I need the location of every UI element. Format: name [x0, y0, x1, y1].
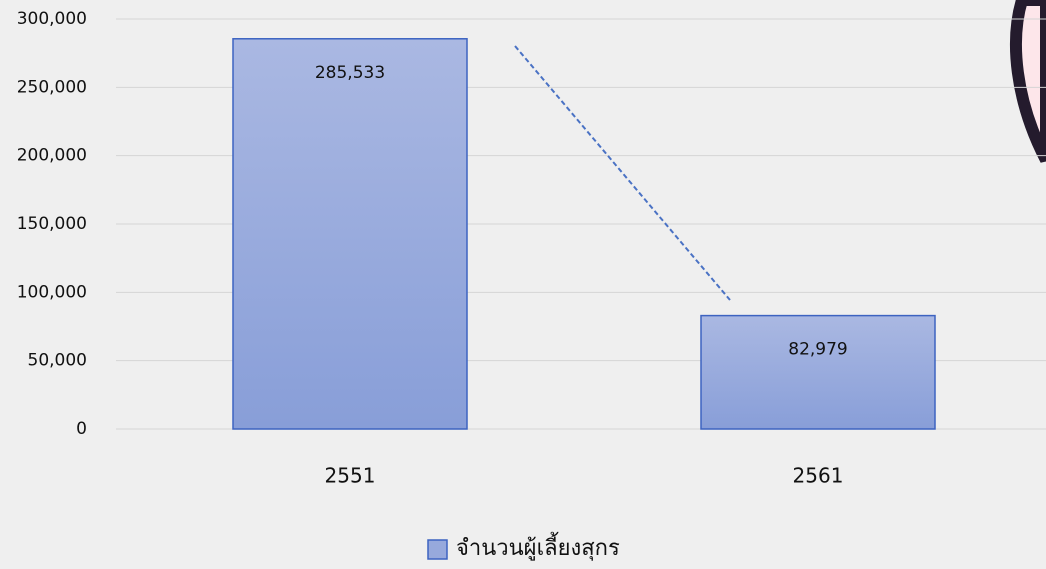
legend-swatch: [427, 539, 448, 560]
y-tick-label: 250,000: [17, 77, 87, 97]
value-label: 285,533: [315, 63, 385, 83]
plot: 2551 285,533 2561 82,979: [232, 38, 936, 488]
legend-label: จำนวนผู้เลี้ยงสุกร: [456, 532, 620, 561]
y-tick-label: 0: [76, 419, 87, 439]
bar: [232, 38, 468, 430]
y-tick-label: 100,000: [17, 282, 87, 302]
y-tick-label: 300,000: [17, 9, 87, 29]
x-tick-label: 2551: [325, 464, 376, 488]
x-tick-label: 2561: [793, 464, 844, 488]
bar: [700, 314, 936, 430]
y-tick-label: 50,000: [28, 351, 87, 371]
y-tick-label: 150,000: [17, 214, 87, 234]
decoration: [1010, 0, 1046, 163]
y-tick-label: 200,000: [17, 146, 87, 166]
trend-line: [514, 45, 731, 301]
value-label: 82,979: [788, 340, 847, 360]
